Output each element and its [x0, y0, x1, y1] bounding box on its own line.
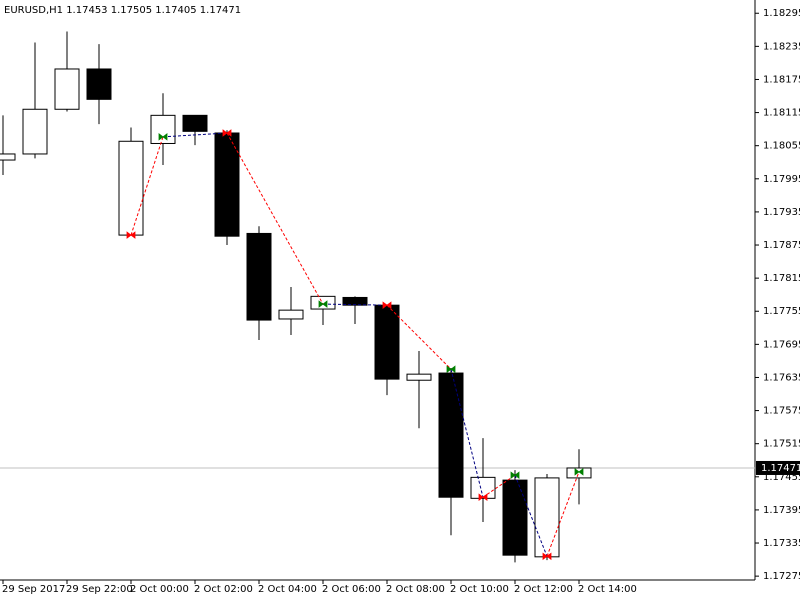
- y-tick-label: 1.17875: [763, 240, 800, 251]
- x-tick-label: 2 Oct 12:00: [514, 584, 573, 595]
- y-tick-label: 1.17755: [763, 306, 800, 317]
- candle-body: [246, 232, 272, 321]
- trade-line: [322, 303, 388, 306]
- trade-marker: [222, 129, 232, 137]
- x-tick-label: 2 Oct 06:00: [322, 584, 381, 595]
- candle-body: [566, 467, 592, 479]
- current-price-label: 1.17471: [761, 463, 800, 474]
- x-tick-label: 29 Sep 22:00: [66, 584, 133, 595]
- candle-body: [534, 477, 560, 558]
- trade-marker: [478, 493, 488, 502]
- y-tick-label: 1.17395: [763, 505, 800, 516]
- x-tick-label: 2 Oct 14:00: [578, 584, 637, 595]
- trade-marker: [542, 552, 552, 561]
- y-tick-label: 1.18115: [763, 108, 800, 119]
- candle-body: [374, 304, 400, 380]
- current-price-box: [756, 460, 800, 475]
- trade-line: [450, 369, 484, 498]
- y-tick-label: 1.17575: [763, 406, 800, 417]
- candle-body: [0, 153, 16, 161]
- y-tick-label: 1.17455: [763, 472, 800, 483]
- trade-line: [546, 471, 580, 557]
- x-tick-label: 2 Oct 08:00: [386, 584, 445, 595]
- y-tick-label: 1.18295: [763, 8, 800, 19]
- trade-marker: [126, 231, 136, 239]
- trade-marker: [574, 468, 584, 476]
- x-tick-label: 2 Oct 10:00: [450, 584, 509, 595]
- trade-marker: [446, 365, 456, 373]
- x-tick-label: 2 Oct 00:00: [130, 584, 189, 595]
- candle-body: [118, 140, 144, 236]
- y-tick-label: 1.18055: [763, 141, 800, 152]
- candle-body: [342, 296, 368, 306]
- trade-marker: [510, 471, 520, 479]
- candle-body: [22, 108, 48, 155]
- y-tick-label: 1.17935: [763, 207, 800, 218]
- trade-line: [514, 474, 548, 557]
- candle-body: [406, 373, 432, 381]
- y-tick-label: 1.17995: [763, 174, 800, 185]
- y-tick-label: 1.17515: [763, 439, 800, 450]
- x-tick-label: 29 Sep 2017: [2, 584, 65, 595]
- candle-body: [86, 68, 112, 100]
- y-tick-label: 1.18235: [763, 41, 800, 52]
- trade-marker: [318, 300, 328, 308]
- y-tick-label: 1.17815: [763, 273, 800, 284]
- candle-body: [54, 68, 80, 110]
- y-tick-label: 1.17335: [763, 538, 800, 549]
- trade-line: [386, 304, 452, 370]
- candle-body: [182, 114, 208, 132]
- candle-body: [310, 295, 336, 310]
- x-tick-label: 2 Oct 04:00: [258, 584, 317, 595]
- y-tick-label: 1.17695: [763, 339, 800, 350]
- trade-marker: [158, 133, 168, 141]
- x-tick-label: 2 Oct 02:00: [194, 584, 253, 595]
- chart-title: EURUSD,H1 1.17453 1.17505 1.17405 1.1747…: [4, 5, 241, 16]
- y-tick-label: 1.18175: [763, 74, 800, 85]
- trade-line: [162, 132, 228, 138]
- trade-line: [482, 474, 516, 498]
- candle-body: [278, 309, 304, 320]
- y-tick-label: 1.17635: [763, 372, 800, 383]
- candle-body: [470, 476, 496, 499]
- trade-line: [130, 136, 164, 236]
- trade-marker: [382, 301, 392, 309]
- y-tick-label: 1.17275: [763, 571, 800, 582]
- candle-body: [150, 114, 176, 144]
- candle-body: [502, 479, 528, 556]
- trade-line: [226, 132, 324, 305]
- candle-body: [438, 372, 464, 498]
